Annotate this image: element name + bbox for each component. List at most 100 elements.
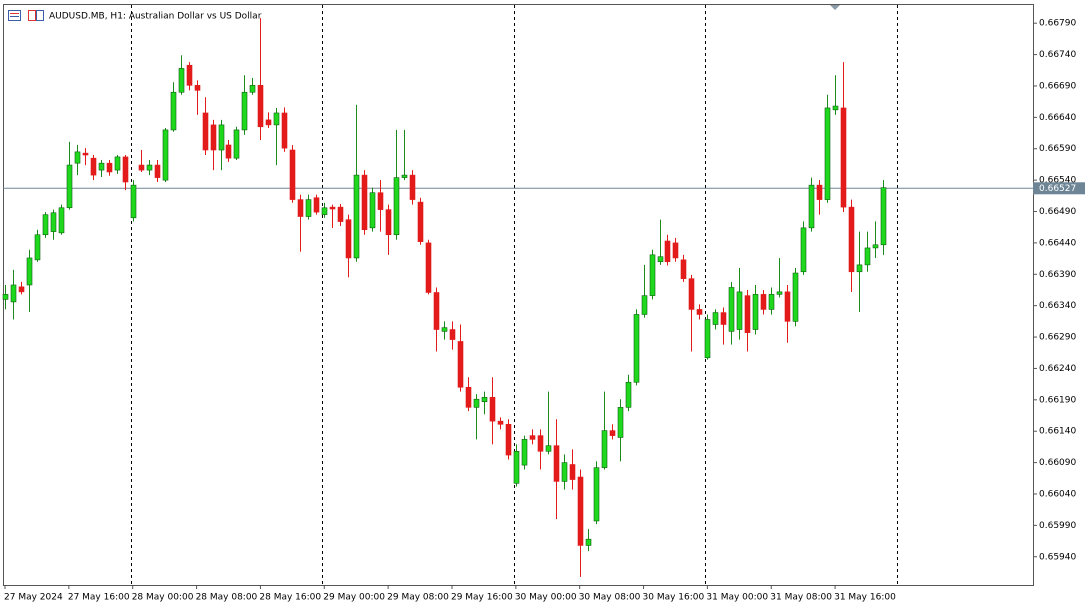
- candle-body: [66, 164, 73, 209]
- candle-body: [585, 538, 592, 546]
- candle-body: [792, 272, 799, 322]
- candle-body: [218, 124, 225, 151]
- candle-body: [377, 192, 384, 210]
- candle-body: [10, 284, 17, 303]
- x-tick-label: 31 May 08:00: [770, 593, 832, 603]
- candle-body: [840, 107, 847, 208]
- candle-body: [257, 85, 264, 128]
- candle-body: [162, 129, 169, 181]
- y-tick-label: 0.66290: [1039, 333, 1076, 343]
- y-tick-label: 0.66090: [1039, 458, 1076, 468]
- icon-frame: [8, 10, 21, 21]
- candle-body: [832, 105, 839, 111]
- candle-body: [210, 124, 217, 151]
- candle-body: [513, 450, 520, 484]
- candle-body: [505, 424, 512, 456]
- y-tick-label: 0.65940: [1039, 552, 1076, 562]
- y-tick-label: 0.66340: [1039, 301, 1076, 311]
- candle-body: [154, 164, 161, 178]
- candle-body: [98, 162, 105, 171]
- candle-body: [433, 292, 440, 330]
- x-tick-label: 30 May 16:00: [643, 593, 705, 603]
- candle-body: [728, 287, 735, 332]
- candle-body: [489, 397, 496, 422]
- candle-body: [225, 144, 232, 159]
- candle-body: [569, 464, 576, 480]
- y-tick-label: 0.66740: [1039, 50, 1076, 60]
- x-tick-label: 27 May 16:00: [68, 593, 130, 603]
- candle-body: [704, 319, 711, 359]
- x-tick-label: 31 May 16:00: [834, 593, 896, 603]
- candle-body: [864, 247, 871, 266]
- y-tick-label: 0.66440: [1039, 238, 1076, 248]
- candle-body: [633, 314, 640, 383]
- candle-body: [249, 85, 256, 93]
- candle-body: [808, 184, 815, 229]
- candle-body: [824, 107, 831, 200]
- candle-body: [329, 206, 336, 210]
- candle-body: [712, 312, 719, 325]
- candle-body: [170, 91, 177, 131]
- candle-body: [481, 397, 488, 403]
- candle-body: [74, 151, 81, 164]
- candle-body: [649, 254, 656, 296]
- candle-body: [90, 157, 97, 176]
- candle-body: [114, 156, 121, 171]
- candle-body: [529, 435, 536, 440]
- candle-body: [401, 174, 408, 178]
- candle-body: [497, 420, 504, 425]
- x-tick-label: 29 May 00:00: [323, 593, 385, 603]
- candle-body: [848, 206, 855, 273]
- candle-body: [593, 467, 600, 522]
- candle-body: [186, 64, 193, 86]
- candle-body: [641, 295, 648, 315]
- candle-body: [146, 164, 153, 171]
- candle-body: [233, 129, 240, 159]
- shift-marker: [830, 5, 840, 10]
- price-label: 0.66527: [1039, 184, 1076, 194]
- y-tick-label: 0.66590: [1039, 144, 1076, 154]
- candle-body: [82, 152, 89, 156]
- candle-body: [736, 291, 743, 330]
- candle-body: [106, 162, 113, 173]
- y-tick-label: 0.66640: [1039, 113, 1076, 123]
- candle-body: [393, 177, 400, 236]
- y-tick-label: 0.66390: [1039, 270, 1076, 280]
- candle-body: [664, 240, 671, 263]
- candle-body: [872, 244, 879, 249]
- candle-body: [816, 184, 823, 200]
- y-tick-label: 0.66490: [1039, 207, 1076, 217]
- candle-body: [696, 309, 703, 315]
- y-tick-label: 0.66690: [1039, 81, 1076, 91]
- candle-body: [26, 257, 33, 286]
- candle-body: [385, 209, 392, 236]
- x-tick-label: 28 May 08:00: [196, 593, 258, 603]
- y-tick-label: 0.66240: [1039, 364, 1076, 374]
- x-tick-label: 29 May 08:00: [387, 593, 449, 603]
- candle-body: [553, 445, 560, 482]
- x-tick-label: 30 May 08:00: [579, 593, 641, 603]
- candle-body: [194, 85, 201, 91]
- candle-body: [369, 192, 376, 229]
- candle-body: [417, 201, 424, 242]
- candle-body: [720, 312, 727, 325]
- candle-body: [202, 112, 209, 151]
- y-tick-label: 0.66140: [1039, 427, 1076, 437]
- icon-frame: [28, 10, 36, 21]
- candle-body: [545, 445, 552, 452]
- symbol-icon[interactable]: [28, 10, 44, 21]
- candle-body: [800, 227, 807, 273]
- candle-body: [345, 219, 352, 259]
- menu-icon[interactable]: [8, 10, 21, 21]
- candle-body: [744, 295, 751, 333]
- candle-body: [577, 476, 584, 546]
- candle-body: [178, 68, 185, 93]
- candle-body: [856, 264, 863, 273]
- candles: [2, 18, 887, 577]
- candle-body: [138, 164, 145, 171]
- candle-body: [361, 174, 368, 231]
- candle-body: [441, 327, 448, 332]
- candle-body: [34, 234, 41, 261]
